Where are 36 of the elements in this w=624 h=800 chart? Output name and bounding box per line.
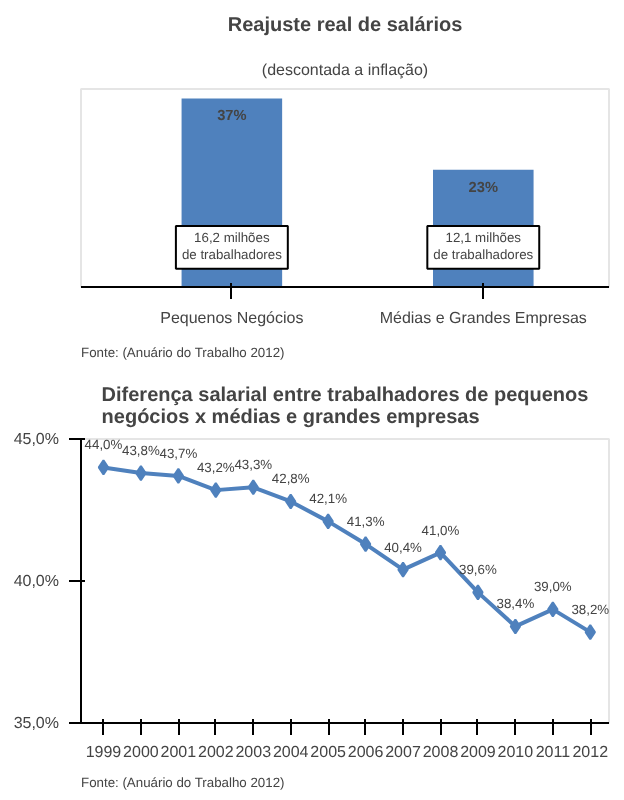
point [285, 493, 297, 510]
chart-title: Reajuste real de salários [227, 15, 464, 37]
point [135, 465, 147, 482]
point [97, 459, 110, 476]
point [547, 601, 559, 618]
point [509, 618, 522, 635]
chart-subtitle: (descontada a inflação) [261, 61, 429, 79]
x-tick-label: 1999 [85, 743, 123, 761]
y-tick-label: 40,0% [13, 572, 60, 590]
x-tick-label: 2004 [272, 743, 310, 761]
x-tick-label: Pequenos Negócios [160, 309, 304, 327]
x-tick-label: Médias e Grandes Empresas [379, 309, 587, 327]
chart-title: Diferença salarial entre trabalhadores de pequenos negócios x médias e grandes empresas [101, 385, 590, 429]
y-tick-label: 45,0% [13, 430, 60, 448]
x-tick-label: 2001 [160, 743, 198, 761]
x-tick-label: 2006 [347, 743, 385, 761]
x-tick-label: 2002 [198, 743, 235, 761]
x-tick-label: 2011 [535, 743, 572, 761]
x-tick-label: 2008 [422, 743, 460, 761]
x-tick-label: 2010 [497, 743, 535, 761]
point [434, 544, 447, 561]
x-tick-label: 2000 [123, 743, 160, 761]
point [247, 479, 259, 496]
point [472, 584, 484, 601]
point [397, 561, 409, 578]
x-tick-label: 2009 [460, 743, 497, 761]
x-tick-label: 2005 [310, 743, 348, 761]
x-tick-label: 2003 [235, 743, 273, 761]
y-tick-label: 35,0% [13, 714, 60, 732]
point [359, 536, 372, 553]
point [322, 513, 334, 530]
point [584, 624, 596, 641]
x-tick-label: 2012 [572, 743, 610, 761]
point [210, 482, 222, 499]
point [172, 467, 185, 484]
x-tick-label: 2007 [385, 743, 422, 761]
